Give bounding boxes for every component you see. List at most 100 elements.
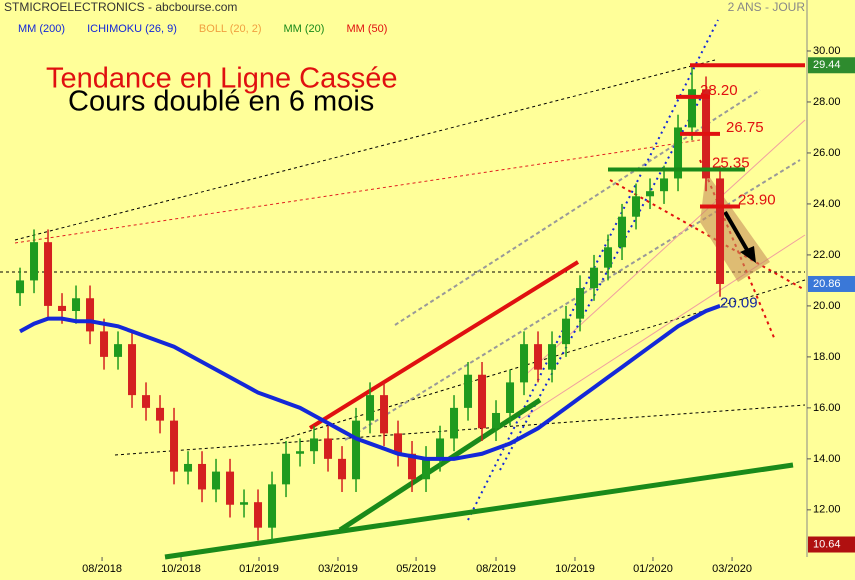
candle-body	[408, 453, 417, 480]
candle-body	[100, 331, 109, 357]
price-marker-label: 20.86	[813, 278, 841, 290]
candle-body	[688, 89, 697, 128]
candle-body	[170, 420, 179, 472]
candle-body	[16, 280, 25, 294]
candle-body	[282, 453, 291, 485]
level-label: 28.20	[700, 82, 738, 99]
price-marker	[808, 275, 855, 292]
moving-average	[19, 304, 721, 461]
level-label: 23.90	[738, 191, 776, 208]
trend-line	[114, 404, 806, 456]
chart-title: STMICROELECTRONICS - abcbourse.com	[4, 0, 237, 14]
candle-body	[30, 242, 39, 281]
candle-body	[674, 127, 683, 179]
candle-body	[114, 344, 123, 357]
channel-line	[344, 159, 801, 441]
candle-body	[576, 288, 585, 319]
y-tick-label: 12.00	[813, 504, 841, 516]
candle-body	[352, 420, 361, 480]
price-marker	[808, 536, 855, 553]
candle-body	[492, 412, 501, 429]
trend-line	[14, 59, 716, 241]
x-tick-label: 05/2019	[396, 563, 436, 575]
candle-body	[226, 471, 235, 505]
y-tick-label: 14.00	[813, 453, 841, 465]
candle-body	[464, 374, 473, 408]
candle-body	[240, 502, 249, 505]
trend-line	[609, 179, 806, 291]
candle-body	[338, 458, 347, 480]
candle-body	[296, 451, 305, 454]
candle-body	[268, 484, 277, 528]
candle-body	[72, 298, 81, 312]
arrow	[723, 210, 752, 257]
x-tick-label: 10/2018	[161, 563, 201, 575]
resistance-line	[308, 260, 580, 430]
candle-body	[562, 318, 571, 345]
channel-line	[394, 89, 761, 326]
x-tick-label: 03/2020	[712, 563, 752, 575]
candle-body	[58, 305, 67, 312]
candle-body	[618, 216, 627, 248]
candle-body	[716, 178, 725, 284]
level-label: 25.35	[712, 154, 750, 171]
y-tick-label: 22.00	[813, 249, 841, 261]
candle-body	[394, 433, 403, 454]
level-label: 20.09	[720, 295, 758, 312]
candle-body	[590, 267, 599, 289]
x-tick-label: 03/2019	[318, 563, 358, 575]
candle-body	[128, 344, 137, 396]
candle-body	[506, 382, 515, 413]
trend-line	[14, 139, 701, 244]
candle-body	[380, 395, 389, 434]
candle-body	[646, 191, 655, 197]
support-line	[164, 462, 794, 560]
y-tick-label: 20.00	[813, 300, 841, 312]
candle-body	[422, 458, 431, 480]
candle-body	[44, 242, 53, 306]
price-marker-label: 10.64	[813, 538, 841, 550]
x-tick-label: 08/2019	[476, 563, 516, 575]
trend-line	[699, 159, 776, 341]
legend-entry: MM (50)	[346, 23, 387, 35]
candle-body	[660, 178, 669, 192]
chart-subtitle: 2 ANS - JOUR	[728, 0, 806, 14]
candle-body	[450, 407, 459, 439]
legend-entry: MM (20)	[284, 23, 325, 35]
candle-body	[534, 344, 543, 370]
legend-entry: ICHIMOKU (26, 9)	[87, 23, 177, 35]
candle-body	[198, 463, 207, 490]
candle-body	[366, 395, 375, 421]
legend-entry: MM (200)	[18, 23, 65, 35]
y-tick-label: 26.00	[813, 147, 841, 159]
candle-body	[142, 395, 151, 408]
x-tick-label: 08/2018	[82, 563, 122, 575]
x-tick-label: 01/2020	[633, 563, 673, 575]
candle-body	[184, 463, 193, 472]
y-tick-label: 16.00	[813, 402, 841, 414]
legend-entry: BOLL (20, 2)	[199, 23, 262, 35]
candle-body	[604, 247, 613, 268]
candle-body	[436, 438, 445, 459]
annotation: Cours doublé en 6 mois	[68, 86, 374, 118]
arrow-head	[740, 246, 756, 263]
candle-body	[156, 407, 165, 421]
candle-body	[86, 298, 95, 332]
x-tick-label: 01/2019	[239, 563, 279, 575]
candle-body	[212, 471, 221, 490]
candle-body	[632, 196, 641, 217]
candle-body	[254, 502, 263, 528]
level-label: 26.75	[726, 119, 764, 136]
y-tick-label: 30.00	[813, 45, 841, 57]
candle-body	[324, 438, 333, 459]
price-marker	[808, 57, 855, 74]
candle-body	[548, 344, 557, 370]
y-tick-label: 18.00	[813, 351, 841, 363]
y-tick-label: 28.00	[813, 96, 841, 108]
candle-body	[310, 438, 319, 452]
annotation: Tendance en Ligne Cassée	[46, 63, 397, 95]
x-tick-label: 10/2019	[555, 563, 595, 575]
